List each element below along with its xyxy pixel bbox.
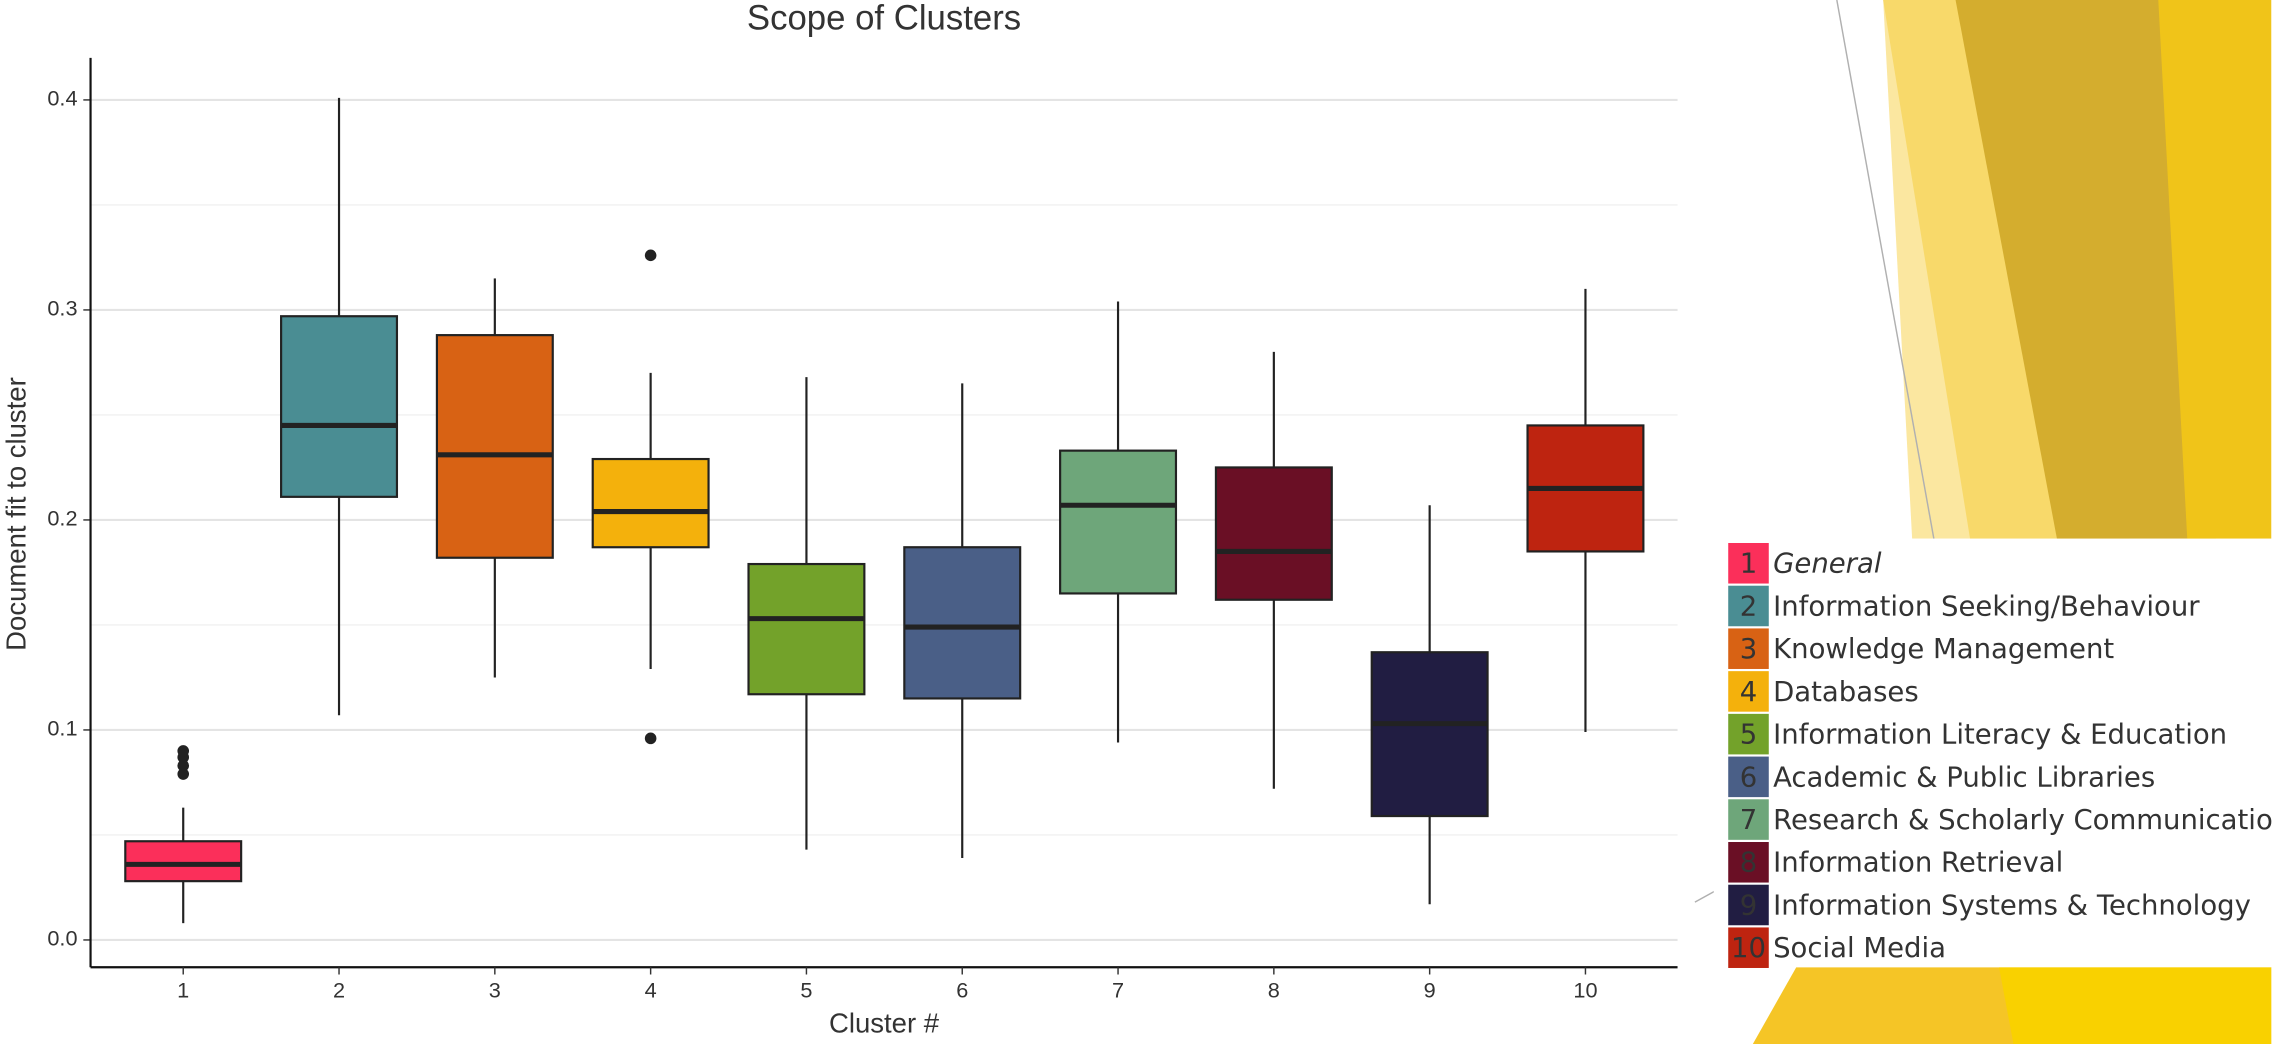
legend-label: Information Literacy & Education: [1773, 719, 2227, 751]
chart-title: Scope of Clusters: [747, 0, 1021, 37]
legend-number: 8: [1740, 847, 1757, 879]
legend-label: Research & Scholarly Communication: [1773, 804, 2272, 836]
legend-number: 2: [1740, 590, 1757, 622]
box: [1372, 652, 1488, 816]
x-tick-label: 7: [1112, 978, 1124, 1003]
legend-label: Databases: [1773, 676, 1919, 708]
box: [125, 841, 241, 881]
x-tick-label: 8: [1268, 978, 1280, 1003]
x-tick-label: 2: [333, 978, 345, 1003]
box: [593, 459, 709, 547]
box: [437, 335, 553, 558]
outlier: [177, 745, 189, 757]
x-tick-label: 4: [645, 978, 657, 1003]
outlier: [645, 733, 657, 745]
legend-label: Information Seeking/Behaviour: [1773, 590, 2200, 622]
x-axis-title: Cluster #: [829, 1007, 940, 1038]
x-tick-label: 6: [956, 978, 968, 1003]
box: [904, 547, 1020, 698]
y-axis-title: Document fit to cluster: [0, 377, 31, 651]
x-tick-label: 1: [177, 978, 189, 1003]
y-tick-label: 0.0: [47, 926, 77, 951]
legend-number: 9: [1740, 889, 1757, 921]
y-tick-label: 0.2: [47, 506, 77, 531]
legend-label: Information Retrieval: [1773, 847, 2063, 879]
legend-number: 3: [1740, 633, 1757, 665]
legend-label: Academic & Public Libraries: [1773, 761, 2155, 793]
legend-number: 7: [1740, 804, 1757, 836]
x-tick-label: 10: [1573, 978, 1597, 1003]
box: [1216, 467, 1332, 599]
box: [1060, 451, 1176, 594]
background-decoration: [1695, 0, 2271, 1044]
box: [281, 316, 397, 497]
legend-number: 10: [1731, 932, 1766, 964]
y-tick-label: 0.1: [47, 716, 77, 741]
legend-label: General: [1773, 548, 1882, 580]
legend-label: Knowledge Management: [1773, 633, 2114, 665]
box: [749, 564, 865, 694]
legend-number: 1: [1740, 548, 1757, 580]
legend-label: Social Media: [1773, 932, 1946, 964]
y-tick-label: 0.3: [47, 296, 77, 321]
y-tick-label: 0.4: [47, 86, 77, 111]
x-tick-label: 3: [489, 978, 501, 1003]
x-tick-label: 5: [800, 978, 812, 1003]
outlier: [645, 250, 657, 262]
legend-number: 6: [1740, 761, 1757, 793]
legend-number: 4: [1740, 676, 1757, 708]
chart: Scope of Clusters Cluster # Document fit…: [0, 0, 2272, 1044]
legend-number: 5: [1740, 719, 1757, 751]
legend-label: Information Systems & Technology: [1773, 889, 2251, 921]
x-tick-label: 9: [1424, 978, 1436, 1003]
